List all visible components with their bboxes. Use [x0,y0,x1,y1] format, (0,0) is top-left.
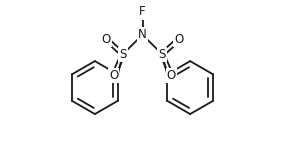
Text: O: O [167,69,176,82]
Text: S: S [119,48,127,61]
Text: F: F [139,6,146,18]
Text: O: O [109,69,118,82]
Text: O: O [174,33,184,46]
Text: S: S [158,48,166,61]
Text: O: O [101,33,111,46]
Text: N: N [138,28,147,41]
